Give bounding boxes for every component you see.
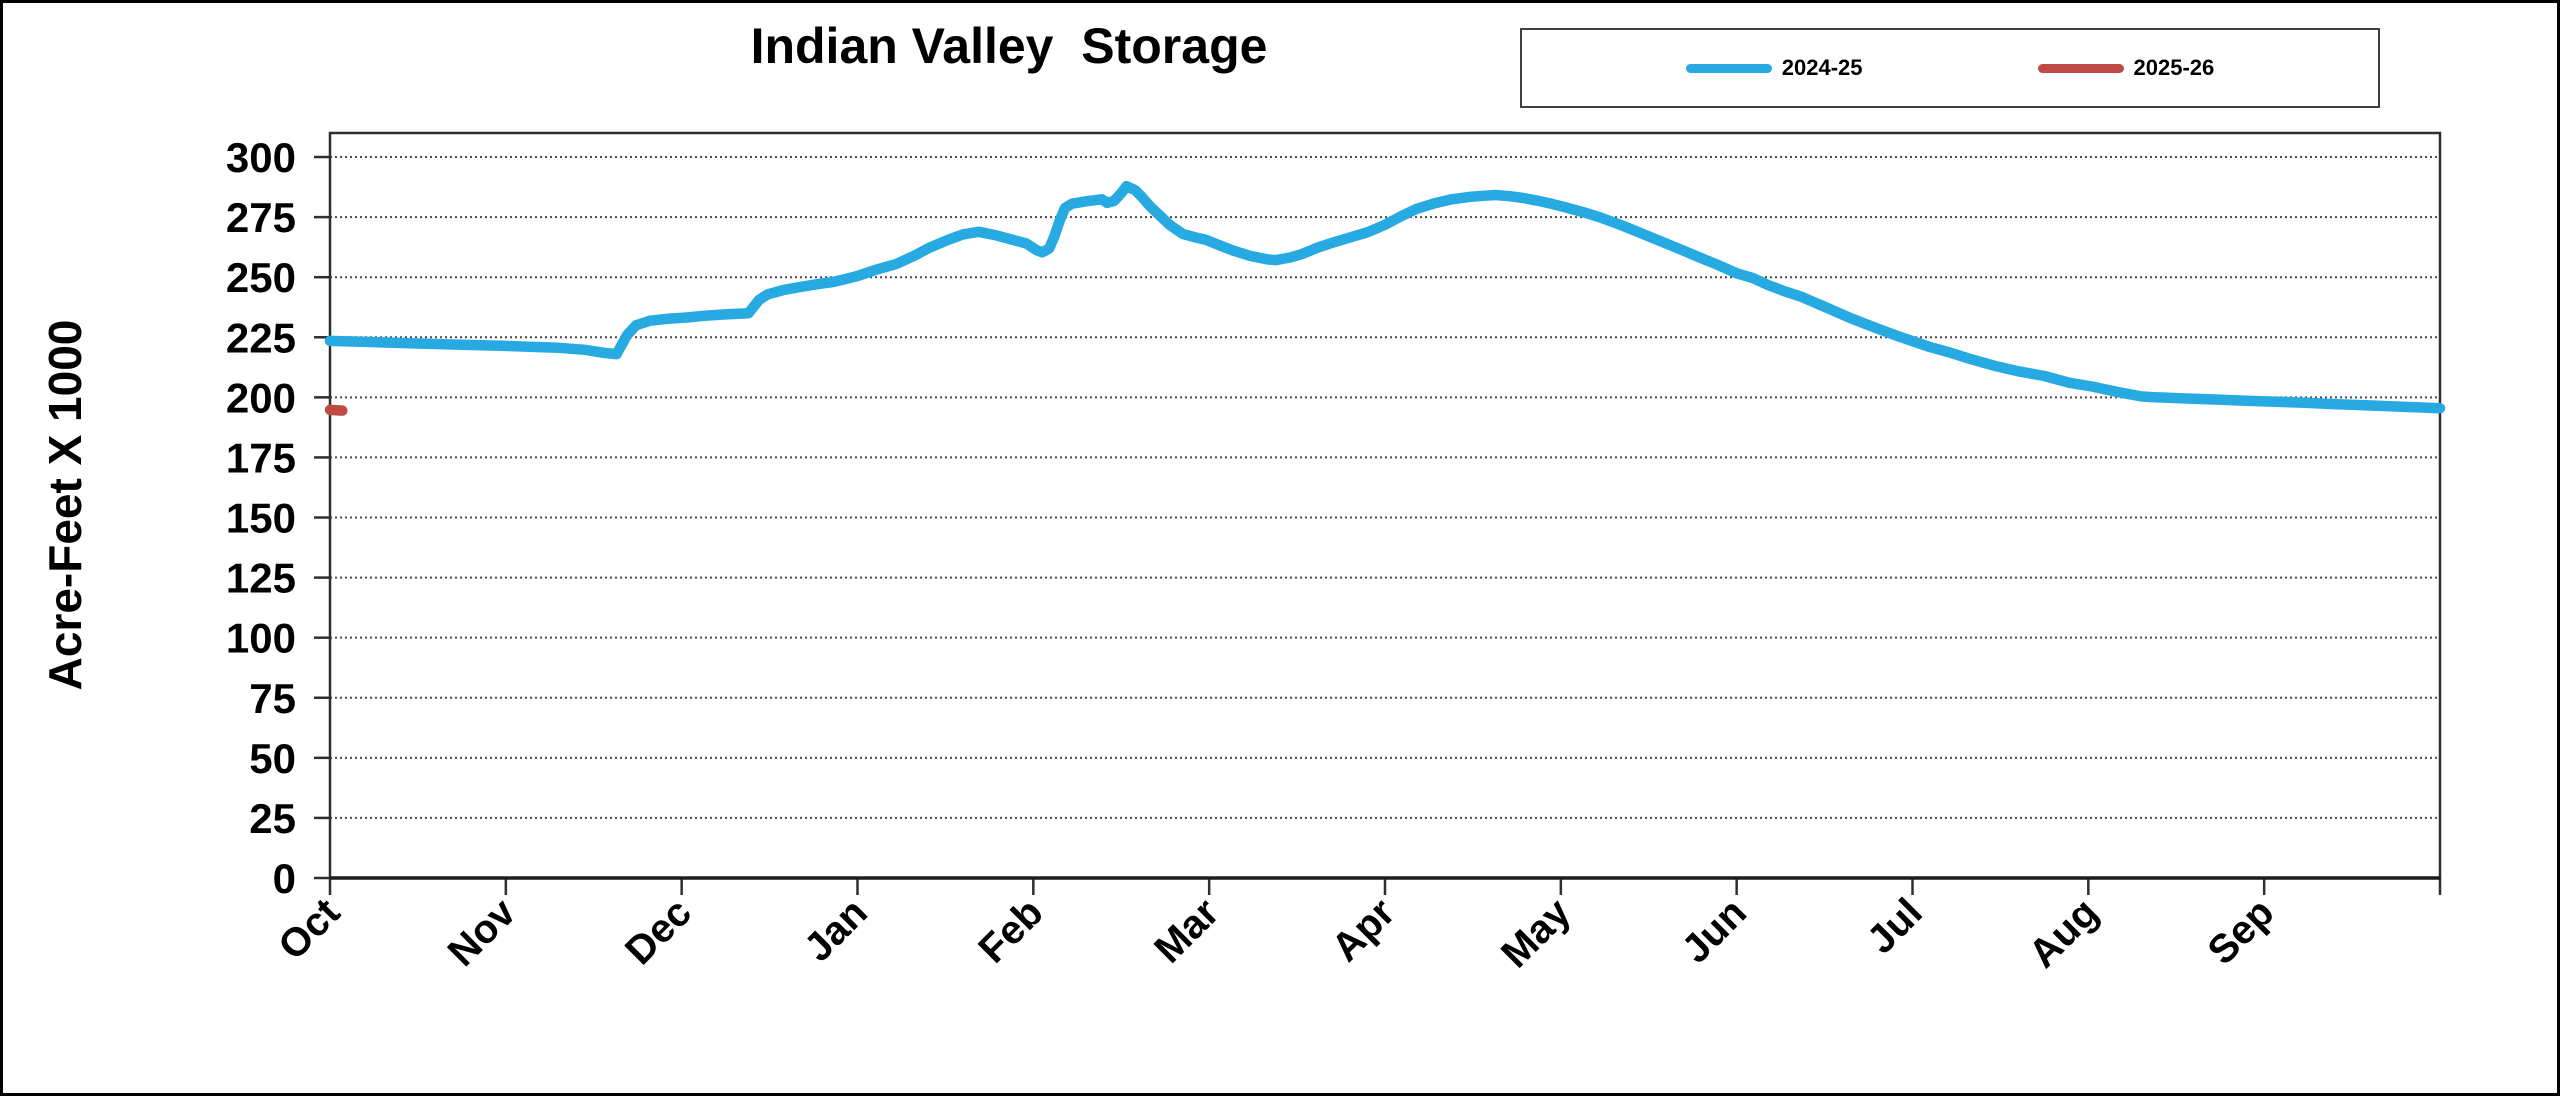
x-month-label: Apr xyxy=(1324,890,1404,970)
x-month-label: Jun xyxy=(1674,890,1755,971)
plot-border xyxy=(328,131,2442,880)
x-month-label: Sep xyxy=(2200,890,2283,973)
y-tick-label: 175 xyxy=(226,434,296,481)
x-month-label: Dec xyxy=(617,890,700,973)
x-month-label: Aug xyxy=(2021,890,2107,976)
x-month-label: Nov xyxy=(440,890,525,975)
y-tick-label: 25 xyxy=(249,795,296,842)
y-tick-label: 125 xyxy=(226,555,296,602)
y-tick-label: 250 xyxy=(226,254,296,301)
legend-item-2025-26: 2025-26 xyxy=(2037,55,2215,81)
y-tick-label: 275 xyxy=(226,194,296,241)
x-month-label: Jan xyxy=(796,890,876,970)
y-tick-label: 200 xyxy=(226,374,296,421)
series-line-2024-25 xyxy=(324,180,2446,414)
y-tick-label: 75 xyxy=(249,675,296,722)
legend-line-sample-2024-25 xyxy=(1685,63,1772,73)
legend: 2024-25 2025-26 xyxy=(1520,28,2380,108)
y-tick-label: 150 xyxy=(226,495,296,542)
y-tick-label: 50 xyxy=(249,735,296,782)
y-tick-label: 100 xyxy=(226,615,296,662)
x-month-label: Feb xyxy=(970,890,1051,971)
x-month-label: Mar xyxy=(1146,890,1227,971)
chart-title: Indian Valley Storage xyxy=(750,18,1268,74)
legend-line-sample-2025-26 xyxy=(2037,63,2124,73)
y-tick-label: 300 xyxy=(226,134,296,181)
legend-label-2025-26: 2025-26 xyxy=(2133,55,2215,80)
x-month-label: May xyxy=(1493,890,1580,977)
legend-item-2024-25: 2024-25 xyxy=(1685,55,1863,81)
y-tick-label: 225 xyxy=(226,314,296,361)
series-line-2025-26 xyxy=(324,404,348,416)
legend-label-2024-25: 2024-25 xyxy=(1781,55,1863,80)
x-month-label: Jul xyxy=(1859,890,1931,962)
y-tick-label: 0 xyxy=(273,855,296,902)
